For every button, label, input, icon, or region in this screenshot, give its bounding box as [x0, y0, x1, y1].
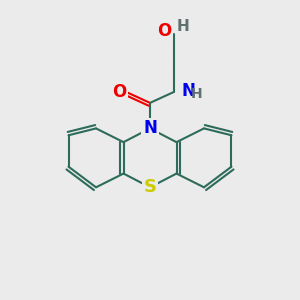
Text: O: O — [112, 83, 127, 101]
Text: N: N — [143, 119, 157, 137]
Text: H: H — [176, 19, 189, 34]
Text: N: N — [182, 82, 195, 100]
Text: H: H — [191, 87, 203, 101]
Text: O: O — [158, 22, 172, 40]
Text: S: S — [143, 178, 157, 196]
